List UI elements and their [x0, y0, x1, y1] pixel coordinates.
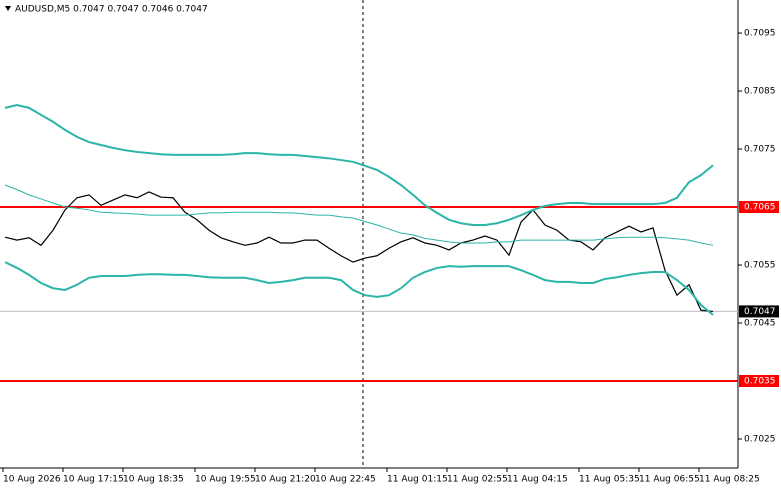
x-tick-label: 11 Aug 06:55 — [639, 475, 700, 485]
level-label: 0.7065 — [744, 203, 776, 213]
x-tick-label: 10 Aug 17:15 — [63, 475, 124, 485]
y-tick-label: 0.7085 — [744, 87, 776, 97]
x-tick-label: 11 Aug 05:35 — [579, 475, 640, 485]
x-tick-label: 10 Aug 22:45 — [315, 475, 376, 485]
y-tick-label: 0.7045 — [744, 319, 776, 329]
band-line — [4, 103, 714, 227]
band-line — [4, 261, 714, 316]
chart-title: AUDUSD,M5 0.7047 0.7047 0.7046 0.7047 — [15, 5, 208, 15]
current-price-box — [739, 305, 779, 318]
x-tick-label: 10 Aug 2026 — [3, 475, 61, 485]
x-tick-label: 11 Aug 01:15 — [387, 475, 448, 485]
band-line — [4, 184, 714, 246]
price-line — [4, 191, 714, 313]
y-tick-label: 0.7095 — [744, 29, 776, 39]
y-tick-label: 0.7025 — [744, 435, 776, 445]
y-tick-label: 0.7075 — [744, 145, 776, 155]
x-tick-label: 11 Aug 02:55 — [447, 475, 508, 485]
x-tick-label: 10 Aug 19:55 — [195, 475, 256, 485]
level-label-box — [739, 375, 779, 388]
y-tick-label: 0.7055 — [744, 261, 776, 271]
level-label: 0.7035 — [744, 377, 776, 387]
x-tick-label: 10 Aug 21:20 — [255, 475, 316, 485]
x-tick-label: 11 Aug 04:15 — [507, 475, 568, 485]
x-tick-label: 10 Aug 18:35 — [123, 475, 184, 485]
level-label-box — [739, 201, 779, 214]
x-tick-label: 11 Aug 08:25 — [699, 475, 760, 485]
title-arrow — [5, 6, 11, 11]
current-price-label: 0.7047 — [744, 307, 776, 317]
